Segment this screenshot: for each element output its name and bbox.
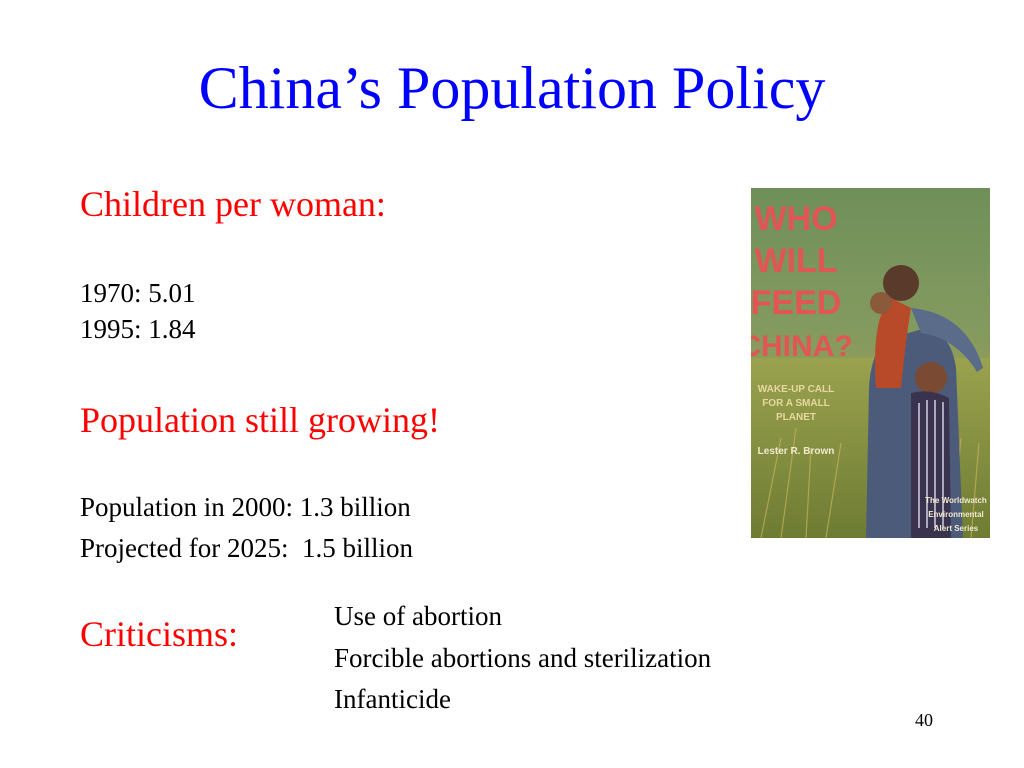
svg-text:WHO: WHO xyxy=(754,200,837,238)
svg-text:CHINA?: CHINA? xyxy=(751,330,853,363)
fertility-1970: 1970: 5.01 xyxy=(80,278,196,308)
svg-text:The Worldwatch: The Worldwatch xyxy=(925,496,987,505)
fertility-1995: 1995: 1.84 xyxy=(80,314,196,344)
svg-text:PLANET: PLANET xyxy=(776,412,816,423)
svg-text:FEED: FEED xyxy=(751,284,841,322)
children-per-woman-heading: Children per woman: xyxy=(80,184,386,224)
criticism-infanticide: Infanticide xyxy=(334,684,451,714)
criticism-forcible: Forcible abortions and sterilization xyxy=(334,643,712,673)
population-2025: Projected for 2025: 1.5 billion xyxy=(80,533,413,563)
criticisms-heading: Criticisms: xyxy=(80,614,239,654)
population-2000: Population in 2000: 1.3 billion xyxy=(80,492,411,522)
svg-text:Lester R. Brown: Lester R. Brown xyxy=(758,446,835,457)
svg-text:Alert Series: Alert Series xyxy=(934,524,979,533)
svg-text:WAKE-UP CALL: WAKE-UP CALL xyxy=(758,384,834,395)
population-growing-heading: Population still growing! xyxy=(80,400,440,440)
criticism-abortion: Use of abortion xyxy=(334,601,502,631)
slide-title: China’s Population Policy xyxy=(198,55,826,121)
page-number: 40 xyxy=(915,710,933,730)
book-cover-image: WHO WILL FEED CHINA? WAKE-UP CALL FOR A … xyxy=(751,188,990,538)
svg-text:FOR A SMALL: FOR A SMALL xyxy=(762,398,830,409)
svg-text:WILL: WILL xyxy=(754,242,837,280)
svg-text:Environmental: Environmental xyxy=(928,510,984,519)
